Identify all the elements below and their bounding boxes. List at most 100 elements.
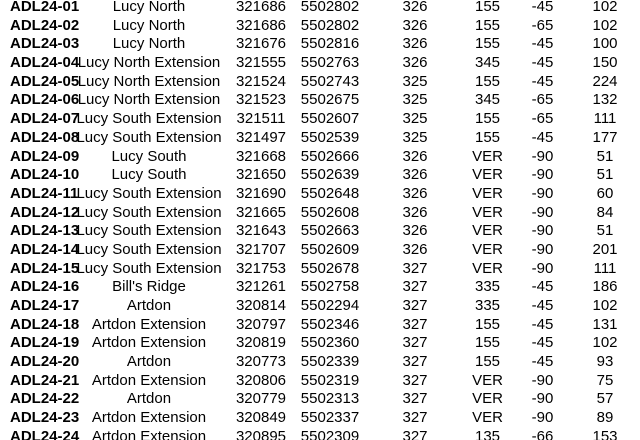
cell-dip: -90 xyxy=(531,259,554,277)
cell-hole-id: ADL24-10 xyxy=(10,166,80,184)
cell-northing: 5502609 xyxy=(300,240,360,258)
table-row: ADL24-08 Lucy South Extension 321497 550… xyxy=(0,129,640,148)
cell-northing: 5502663 xyxy=(300,222,360,240)
cell-northing: 5502360 xyxy=(300,334,360,352)
cell-rl: 327 xyxy=(402,409,428,427)
cell-easting: 321643 xyxy=(235,222,287,240)
cell-easting: 321665 xyxy=(235,203,287,221)
cell-hole-id: ADL24-08 xyxy=(10,128,80,146)
cell-hole-id: ADL24-05 xyxy=(10,72,80,90)
cell-rl: 326 xyxy=(402,203,428,221)
cell-azimuth: 155 xyxy=(474,0,501,15)
cell-easting: 321650 xyxy=(235,166,287,184)
table-row: ADL24-15 Lucy South Extension 321753 550… xyxy=(0,260,640,279)
cell-northing: 5502639 xyxy=(300,166,360,184)
cell-rl: 326 xyxy=(402,54,428,72)
cell-dip: -45 xyxy=(531,72,554,90)
table-row: ADL24-12 Lucy South Extension 321665 550… xyxy=(0,204,640,223)
cell-depth: 102 xyxy=(592,334,618,352)
cell-easting: 321753 xyxy=(235,259,287,277)
cell-rl: 326 xyxy=(402,35,428,53)
cell-dip: -45 xyxy=(531,128,554,146)
cell-northing: 5502816 xyxy=(300,35,360,53)
cell-northing: 5502346 xyxy=(300,315,360,333)
cell-rl: 326 xyxy=(402,16,428,34)
cell-northing: 5502743 xyxy=(300,72,360,90)
cell-easting: 320819 xyxy=(235,334,287,352)
cell-northing: 5502294 xyxy=(300,297,360,314)
cell-northing: 5502313 xyxy=(300,390,360,408)
cell-easting: 321686 xyxy=(235,16,287,34)
cell-azimuth: 335 xyxy=(474,278,501,296)
cell-easting: 320895 xyxy=(235,427,287,440)
cell-hole-id: ADL24-14 xyxy=(10,240,80,258)
cell-prospect: Lucy South Extension xyxy=(76,110,222,128)
cell-rl: 327 xyxy=(402,353,428,371)
cell-hole-id: ADL24-18 xyxy=(10,315,80,333)
cell-depth: 84 xyxy=(596,203,614,221)
cell-prospect: Bill's Ridge xyxy=(112,278,186,296)
cell-hole-id: ADL24-03 xyxy=(10,35,80,53)
cell-dip: -45 xyxy=(531,334,554,352)
cell-hole-id: ADL24-01 xyxy=(10,0,80,15)
cell-hole-id: ADL24-12 xyxy=(10,203,80,221)
cell-hole-id: ADL24-02 xyxy=(10,16,80,34)
cell-dip: -65 xyxy=(531,91,554,109)
table-row: ADL24-07 Lucy South Extension 321511 550… xyxy=(0,110,640,129)
table-row: ADL24-02 Lucy North 321686 5502802 326 1… xyxy=(0,17,640,36)
cell-rl: 327 xyxy=(402,390,428,408)
cell-hole-id: ADL24-22 xyxy=(10,390,80,408)
cell-azimuth: VER xyxy=(472,390,503,408)
cell-rl: 326 xyxy=(402,0,428,15)
cell-prospect: Artdon Extension xyxy=(91,315,207,333)
cell-depth: 51 xyxy=(596,147,614,165)
cell-depth: 51 xyxy=(596,222,614,240)
cell-prospect: Lucy North Extension xyxy=(77,54,221,72)
table-row: ADL24-01 Lucy North 321686 5502802 326 1… xyxy=(0,0,640,17)
cell-azimuth: 155 xyxy=(474,315,501,333)
cell-hole-id: ADL24-21 xyxy=(10,371,80,389)
table-row: ADL24-24 Artdon Extension 320895 5502309… xyxy=(0,428,640,440)
table-row: ADL24-09 Lucy South 321668 5502666 326 V… xyxy=(0,148,640,167)
cell-depth: 51 xyxy=(596,166,614,184)
cell-azimuth: 135 xyxy=(474,427,501,440)
cell-prospect: Lucy South xyxy=(111,166,187,184)
cell-easting: 320797 xyxy=(235,315,287,333)
cell-dip: -45 xyxy=(531,297,554,314)
cell-hole-id: ADL24-04 xyxy=(10,54,80,72)
cell-dip: -65 xyxy=(531,110,554,128)
cell-hole-id: ADL24-13 xyxy=(10,222,80,240)
cell-hole-id: ADL24-23 xyxy=(10,409,80,427)
cell-depth: 177 xyxy=(592,128,618,146)
cell-depth: 111 xyxy=(593,259,617,277)
cell-azimuth: 345 xyxy=(474,91,501,109)
cell-azimuth: 155 xyxy=(474,353,501,371)
cell-prospect: Lucy South Extension xyxy=(76,203,222,221)
cell-hole-id: ADL24-07 xyxy=(10,110,80,128)
cell-prospect: Lucy North xyxy=(112,35,186,53)
cell-azimuth: VER xyxy=(472,203,503,221)
cell-dip: -90 xyxy=(531,166,554,184)
cell-dip: -45 xyxy=(531,35,554,53)
cell-prospect: Artdon xyxy=(126,297,172,314)
cell-prospect: Lucy South Extension xyxy=(76,184,222,202)
cell-dip: -45 xyxy=(531,315,554,333)
cell-rl: 326 xyxy=(402,222,428,240)
cell-prospect: Lucy North xyxy=(112,0,186,15)
cell-prospect: Artdon xyxy=(126,390,172,408)
cell-dip: -90 xyxy=(531,371,554,389)
cell-prospect: Artdon Extension xyxy=(91,334,207,352)
cell-northing: 5502648 xyxy=(300,184,360,202)
cell-easting: 321707 xyxy=(235,240,287,258)
cell-azimuth: 345 xyxy=(474,54,501,72)
cell-azimuth: VER xyxy=(472,147,503,165)
cell-rl: 326 xyxy=(402,166,428,184)
cell-depth: 102 xyxy=(592,16,618,34)
cell-northing: 5502337 xyxy=(300,409,360,427)
cell-depth: 75 xyxy=(596,371,614,389)
table-row: ADL24-21 Artdon Extension 320806 5502319… xyxy=(0,372,640,391)
cell-rl: 327 xyxy=(402,315,428,333)
cell-hole-id: ADL24-16 xyxy=(10,278,80,296)
